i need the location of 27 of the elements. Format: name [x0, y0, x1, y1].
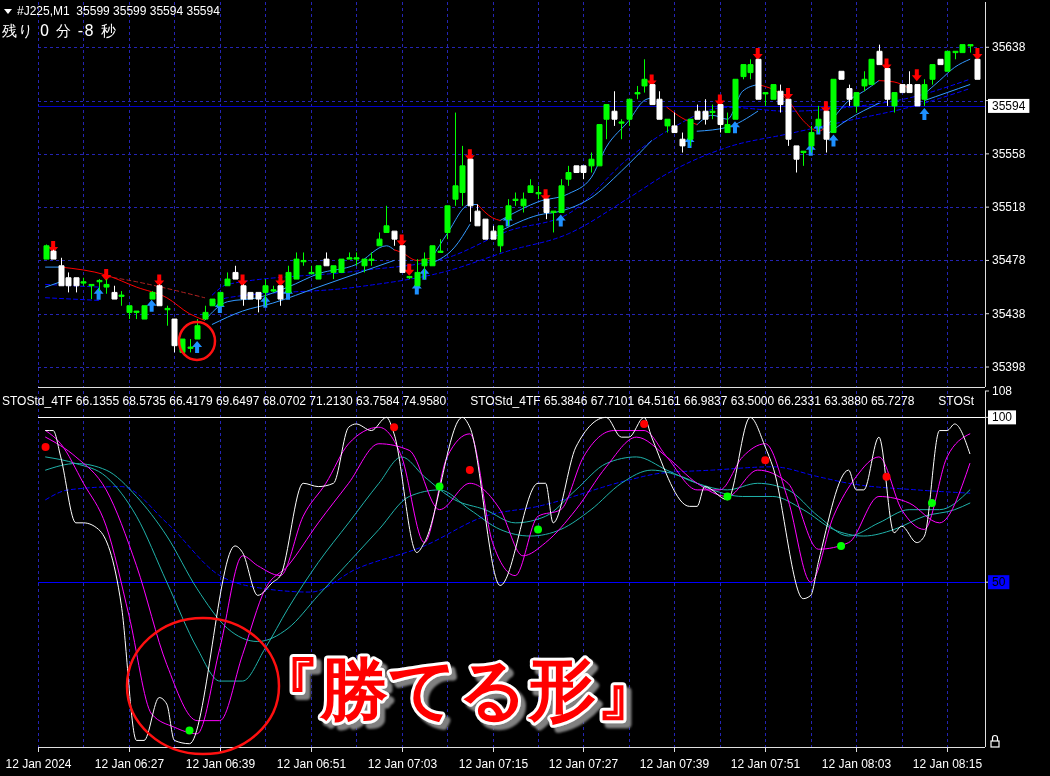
y-tick-label: 35398: [992, 360, 1026, 375]
y-tick-label: 108: [992, 384, 1013, 398]
y-tick-label: 35478: [992, 253, 1026, 268]
y-tick-label: 35558: [992, 146, 1026, 161]
y-tick-label: 35438: [992, 306, 1026, 321]
annotation: 残り 0 分 -8 秒: [2, 22, 117, 40]
x-tick-label: 12 Jan 08:03: [821, 757, 892, 771]
annotation: 『勝てる形』: [252, 650, 664, 729]
y-tick-label: 35638: [992, 40, 1026, 55]
annotation: STOSt: [938, 394, 975, 408]
x-tick-label: 12 Jan 07:51: [730, 757, 801, 771]
x-tick-label: 12 Jan 06:27: [94, 757, 165, 771]
y-tick-label: 35518: [992, 200, 1026, 215]
x-tick-label: 12 Jan 2024: [5, 757, 72, 771]
y-tick-label: 100: [992, 410, 1013, 425]
chart-title: #J225,M1 35599 35599 35594 35594: [17, 4, 221, 18]
chart-subtitle: STOStd_4TF 65.3846 67.7101 64.5161 66.9837 63.5000 66.2331 63.3880 65.7278: [470, 394, 915, 408]
x-tick-label: 12 Jan 07:39: [639, 757, 710, 771]
ref-line-label: 35594: [992, 98, 1026, 113]
x-tick-label: 12 Jan 08:15: [912, 757, 983, 771]
chart-title: STOStd_4TF 66.1355 68.5735 66.4179 69.6497 68.0702 71.2130 63.7584 74.9580: [2, 394, 447, 408]
x-tick-label: 12 Jan 07:27: [548, 757, 619, 771]
y-tick-label: 50: [992, 575, 1006, 590]
x-tick-label: 12 Jan 06:39: [185, 757, 256, 771]
x-tick-label: 12 Jan 06:51: [276, 757, 347, 771]
x-tick-label: 12 Jan 07:03: [367, 757, 438, 771]
x-tick-label: 12 Jan 07:15: [458, 757, 529, 771]
